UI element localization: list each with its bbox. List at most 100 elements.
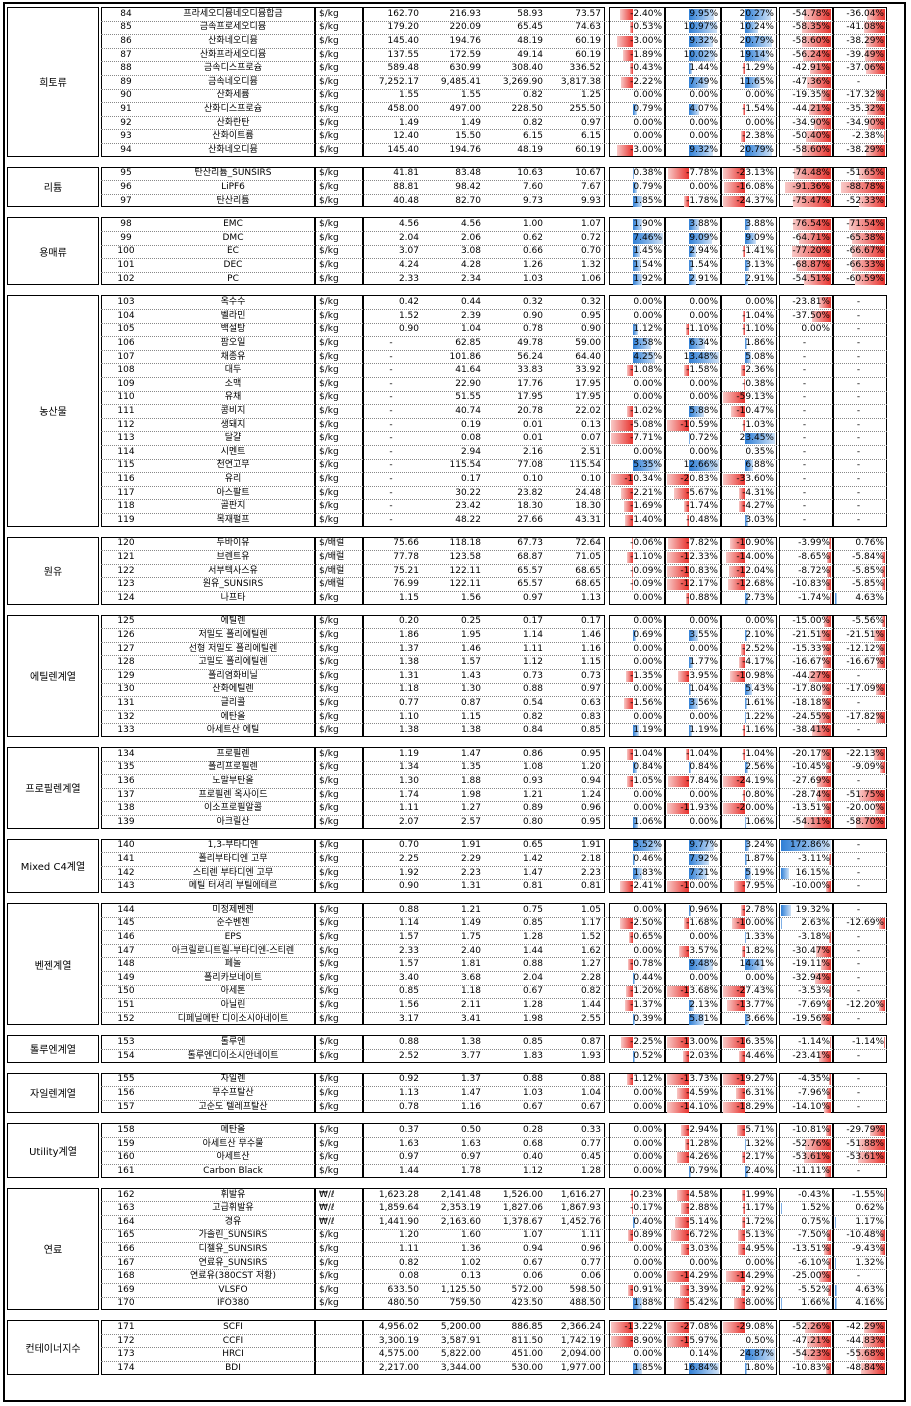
price-2: 40.74 [455, 405, 481, 416]
price-2: 62.85 [455, 337, 481, 348]
item-no: 114 [117, 446, 135, 457]
change-4: -13.51% [779, 1243, 833, 1256]
price-1: 1.63 [398, 1138, 419, 1149]
change-5: -9.43% [833, 1243, 887, 1256]
price-2: 2.23 [460, 867, 481, 878]
positive-change-bar [688, 22, 718, 34]
change-1: 7.46% [609, 232, 665, 245]
price-2: 1.02 [460, 1257, 481, 1268]
change-5: - [833, 310, 887, 323]
change-value: 0.00% [745, 90, 774, 101]
price-3: 1,526.00 [502, 1189, 543, 1200]
item-name: 연료유(380CST 저황) [190, 1271, 276, 1282]
item-no: 174 [117, 1362, 135, 1373]
positive-change-bar [744, 144, 772, 156]
change-value: -35.32% [846, 104, 884, 114]
change-value: -2.38% [742, 131, 774, 142]
item-no: 163 [117, 1203, 135, 1214]
change-value: 0.00% [633, 1257, 662, 1268]
negative-change-bar [818, 1271, 831, 1283]
price-3: 0.89 [522, 803, 543, 814]
change-3: -4.95% [721, 1243, 777, 1256]
change-4: -19.11% [779, 958, 833, 971]
price-4: 1.13 [580, 592, 601, 603]
positive-change-bar [688, 259, 693, 271]
price-2: 759.50 [449, 1298, 482, 1309]
unit: $/kg [319, 1257, 339, 1268]
positive-change-bar [688, 337, 705, 349]
positive-change-bar [632, 246, 641, 258]
negative-change-bar [619, 918, 633, 930]
change-value: -1.68% [686, 918, 718, 929]
change-value: - [802, 351, 807, 362]
price-1: 1.15 [398, 592, 419, 603]
negative-change-bar [803, 8, 831, 20]
change-2: 0.00% [665, 816, 721, 829]
change-value: -74.48% [792, 168, 830, 179]
change-1: -2.22% [609, 76, 665, 89]
change-5: 4.16% [833, 1297, 887, 1310]
row-divider [101, 444, 887, 446]
positive-change-bar [744, 232, 757, 244]
change-2: 0.96% [665, 904, 721, 917]
item-no: 131 [117, 697, 135, 708]
positive-change-bar [688, 697, 698, 709]
item-no: 157 [117, 1101, 135, 1112]
item-name: 시멘트 [220, 446, 246, 457]
item-name: HRCI [222, 1349, 244, 1360]
unit: $/kg [319, 1165, 339, 1176]
negative-change-bar [738, 1243, 745, 1255]
item-no: 117 [117, 487, 135, 498]
change-value: -0.43% [798, 1189, 830, 1200]
positive-change-bar [744, 711, 747, 723]
positive-change-bar [744, 629, 748, 641]
change-3: 3.66% [721, 1013, 777, 1026]
negative-change-bar [668, 168, 689, 180]
change-value: -1.37% [630, 1000, 662, 1010]
change-value: 2.94% [689, 246, 718, 257]
change-value: -0.88% [686, 592, 718, 603]
item-name: 저밀도 폴리에틸렌 [198, 629, 268, 640]
change-2: 0.79% [665, 1165, 721, 1178]
negative-change-bar [741, 1189, 745, 1201]
row-divider [101, 815, 887, 816]
change-value: - [802, 473, 807, 484]
negative-change-bar [627, 776, 633, 787]
change-1: 0.00% [609, 945, 665, 958]
item-name: 고순도 텔레프탈산 [198, 1101, 268, 1112]
negative-change-bar [626, 551, 633, 563]
change-3: 2.40% [721, 1165, 777, 1178]
price-3: 1.12 [522, 1165, 543, 1176]
row-divider [101, 668, 887, 670]
change-value: -13.77% [736, 1000, 774, 1010]
change-5: 4.63% [833, 1284, 887, 1297]
change-4: -19.35% [779, 89, 833, 102]
change-5: - [833, 945, 887, 958]
change-value: -1.41% [742, 246, 774, 257]
unit [315, 1348, 363, 1361]
change-4: -28.74% [779, 789, 833, 802]
price-2: 122.11 [449, 565, 482, 576]
change-2: -2.03% [665, 1050, 721, 1063]
positive-change-bar [688, 351, 719, 363]
item-no: 153 [117, 1037, 135, 1048]
change-5: - [833, 670, 887, 683]
unit: $/kg [319, 1050, 339, 1061]
change-1: -1.56% [609, 697, 665, 710]
change-value: -0.23% [630, 1189, 662, 1200]
change-value: -58.70% [846, 816, 884, 827]
change-value: - [856, 487, 861, 498]
change-value: -5.85% [852, 579, 884, 590]
negative-change-bar [730, 405, 745, 417]
change-1: -1.12% [609, 1073, 665, 1086]
change-5: -21.51% [833, 629, 887, 642]
row-divider [101, 258, 887, 260]
price-4: 59.00 [575, 337, 601, 348]
price-1: 1.38 [398, 725, 419, 736]
negative-change-bar [880, 762, 885, 774]
change-value: -0.09% [630, 579, 662, 590]
change-value: 11.65% [739, 76, 774, 87]
price-3: 67.73 [517, 538, 543, 549]
unit: $/kg [319, 63, 339, 74]
change-value: -12.12% [846, 643, 884, 654]
